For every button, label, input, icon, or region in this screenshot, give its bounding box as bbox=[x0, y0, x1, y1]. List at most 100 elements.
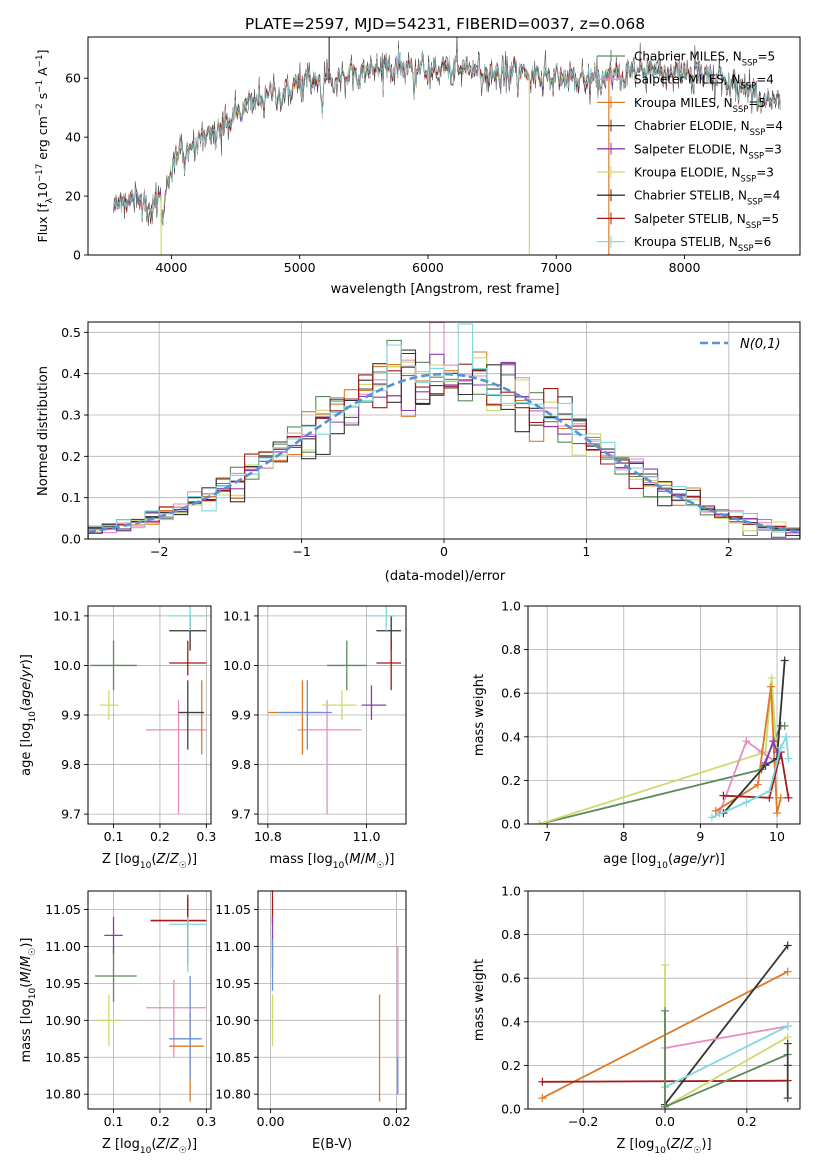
y-tick-label: 9.8 bbox=[231, 757, 251, 772]
x-tick-label: 7 bbox=[543, 829, 551, 844]
y-tick-label: 0.0 bbox=[501, 817, 521, 832]
errorbar-kroupa-stelib bbox=[366, 606, 397, 631]
x-tick-label: −1 bbox=[292, 544, 310, 559]
weight-line bbox=[723, 751, 790, 799]
y-tick-label: 10.0 bbox=[223, 658, 251, 673]
weight-line bbox=[664, 944, 789, 1106]
x-tick-label: 9 bbox=[696, 829, 704, 844]
y-axis-label-part: 10 bbox=[35, 182, 50, 198]
y-tick-label: 40 bbox=[65, 130, 81, 145]
axes-frame bbox=[527, 605, 801, 825]
y-axis-label-part: yr bbox=[19, 663, 34, 679]
weight-series-kroupa-miles bbox=[711, 682, 785, 818]
legend-item-salpeter-stelib: Salpeter STELIB, NSSP=5 bbox=[597, 212, 779, 230]
errorbar-chabrier-miles bbox=[94, 946, 137, 1002]
plot-area bbox=[528, 606, 800, 824]
x-tick-label: 5000 bbox=[284, 260, 316, 275]
y-tick-label: 0.4 bbox=[501, 729, 521, 744]
y-tick-label: 10.90 bbox=[215, 1013, 251, 1028]
y-tick-label: 11.05 bbox=[45, 902, 81, 917]
legend-label-part: Kroupa MILES, N bbox=[634, 96, 733, 110]
weight-series-chabrier-elodie bbox=[783, 1039, 792, 1103]
y-tick-label: 10.90 bbox=[45, 1013, 81, 1028]
y-tick-label: 0.8 bbox=[501, 642, 521, 657]
y-axis-label: mass [log10(M/M☉)] bbox=[19, 938, 38, 1063]
y-tick-label: 60 bbox=[65, 71, 81, 86]
x-axis-label-part: / bbox=[165, 1137, 170, 1152]
x-axis-label-part: )] bbox=[384, 852, 394, 867]
y-tick-label: 10.85 bbox=[215, 1050, 251, 1065]
y-axis-label-part: age [log bbox=[19, 723, 34, 776]
y-axis-label-part: −1 bbox=[35, 54, 45, 67]
x-axis-label-part: )] bbox=[701, 1137, 711, 1152]
x-axis-label-part: / bbox=[680, 1137, 685, 1152]
x-axis-label-part: ( bbox=[668, 852, 673, 867]
y-axis-label-part: 10 bbox=[28, 988, 38, 1000]
plot-marks bbox=[267, 606, 402, 815]
y-axis-label: age [log10(age/yr)] bbox=[19, 654, 38, 776]
weight-line bbox=[664, 1025, 788, 1049]
y-tick-label: 10.80 bbox=[45, 1087, 81, 1102]
legend-label: Kroupa ELODIE, NSSP=3 bbox=[634, 166, 774, 184]
weight-series-salpeter-elodie bbox=[761, 737, 782, 767]
y-tick-label: 0.4 bbox=[501, 1014, 521, 1029]
histogram-kroupa-stelib bbox=[88, 323, 800, 539]
legend-item-kroupa-elodie: Kroupa ELODIE, NSSP=3 bbox=[597, 166, 774, 184]
y-axis-label-part: A bbox=[35, 67, 50, 80]
y-tick-label: 11.00 bbox=[45, 939, 81, 954]
y-axis-label: mass weight bbox=[472, 674, 487, 756]
y-tick-label: 10.95 bbox=[215, 976, 251, 991]
y-axis-label-part: ( bbox=[19, 983, 34, 988]
y-axis-label: mass weight bbox=[472, 959, 487, 1041]
plot-marks bbox=[90, 606, 207, 815]
chart-residuals: −2 −1 0 1 2 0.0 0.1 0.2 0.3 0.4 0.5 (data-model)/er… bbox=[36, 321, 801, 584]
y-tick-label: 20 bbox=[65, 189, 81, 204]
x-tick-label: 0.2 bbox=[737, 1114, 757, 1129]
y-axis-label-part: Flux [f bbox=[35, 203, 50, 243]
errorbar-salpeter-miles bbox=[146, 700, 207, 815]
spectrum-line-kroupa-stelib bbox=[113, 48, 781, 226]
x-axis-label: Z [log10(Z/Z☉)] bbox=[616, 1137, 711, 1156]
chart-mass_vs_Z: 0.1 0.2 0.3 10.80 10.85 10.90 10.95 11.00 11.05 Z… bbox=[19, 890, 216, 1156]
legend-label: Chabrier MILES, NSSP=5 bbox=[634, 50, 775, 68]
x-axis-label-part: Z [log bbox=[102, 852, 140, 867]
x-axis-label-part: ( bbox=[151, 852, 156, 867]
chart-mass_vs_EBV: 0.00 0.02 10.80 10.85 10.90 10.95 11.00 11.05 E(… bbox=[215, 890, 410, 1152]
x-axis-label-part: ( bbox=[151, 1137, 156, 1152]
x-tick-label: 0.1 bbox=[104, 1114, 124, 1129]
plot-marks bbox=[538, 941, 792, 1109]
y-axis-label-part: age bbox=[19, 682, 34, 706]
y-axis-label-part: / bbox=[19, 677, 34, 682]
x-tick-label: 7000 bbox=[540, 260, 572, 275]
y-axis-label-part: λ bbox=[45, 198, 55, 203]
weight-line bbox=[539, 677, 778, 824]
y-tick-label: 10.80 bbox=[215, 1087, 251, 1102]
y-tick-label: 0.4 bbox=[61, 366, 81, 381]
y-tick-label: 0.6 bbox=[501, 686, 521, 701]
legend-label-part: SSP bbox=[748, 150, 764, 160]
y-tick-label: 10.95 bbox=[45, 976, 81, 991]
legend-label: Kroupa MILES, NSSP=5 bbox=[634, 96, 766, 114]
x-tick-label: 4000 bbox=[155, 260, 187, 275]
x-axis-label: mass [log10(M/M☉)] bbox=[270, 852, 395, 871]
x-tick-label: 10.8 bbox=[254, 829, 282, 844]
x-tick-label: 6000 bbox=[412, 260, 444, 275]
errorbar-kroupa-stelib bbox=[169, 916, 207, 973]
y-tick-label: 10.1 bbox=[223, 608, 251, 623]
x-axis-label-part: Z bbox=[169, 1137, 180, 1152]
legend-item-salpeter-elodie: Salpeter ELODIE, NSSP=3 bbox=[597, 142, 782, 160]
x-axis-label-part: 10 bbox=[333, 861, 345, 871]
y-tick-label: 0.1 bbox=[61, 490, 81, 505]
x-axis-label-part: Z bbox=[670, 1137, 681, 1152]
x-tick-label: 0.2 bbox=[150, 1114, 170, 1129]
x-axis-label: age [log10(age/yr)] bbox=[603, 852, 725, 871]
legend-label-part: Salpeter MILES, N bbox=[634, 73, 741, 87]
chart-age_vs_Z: 0.1 0.2 0.39.79.89.910.010.1Z [log10(Z/Z☉)… bbox=[19, 605, 216, 871]
legend-item-chabrier-miles: Chabrier MILES, NSSP=5 bbox=[597, 50, 775, 68]
legend-item-gaussian: N(0,1) bbox=[700, 337, 781, 352]
axes-frame bbox=[87, 890, 212, 1110]
legend-label: Chabrier ELODIE, NSSP=4 bbox=[634, 119, 783, 137]
chart-spectrum: 4000 5000 6000 7000 8000 0 20 40 60 wavelength [A… bbox=[35, 36, 801, 297]
y-tick-label: 9.8 bbox=[61, 757, 81, 772]
